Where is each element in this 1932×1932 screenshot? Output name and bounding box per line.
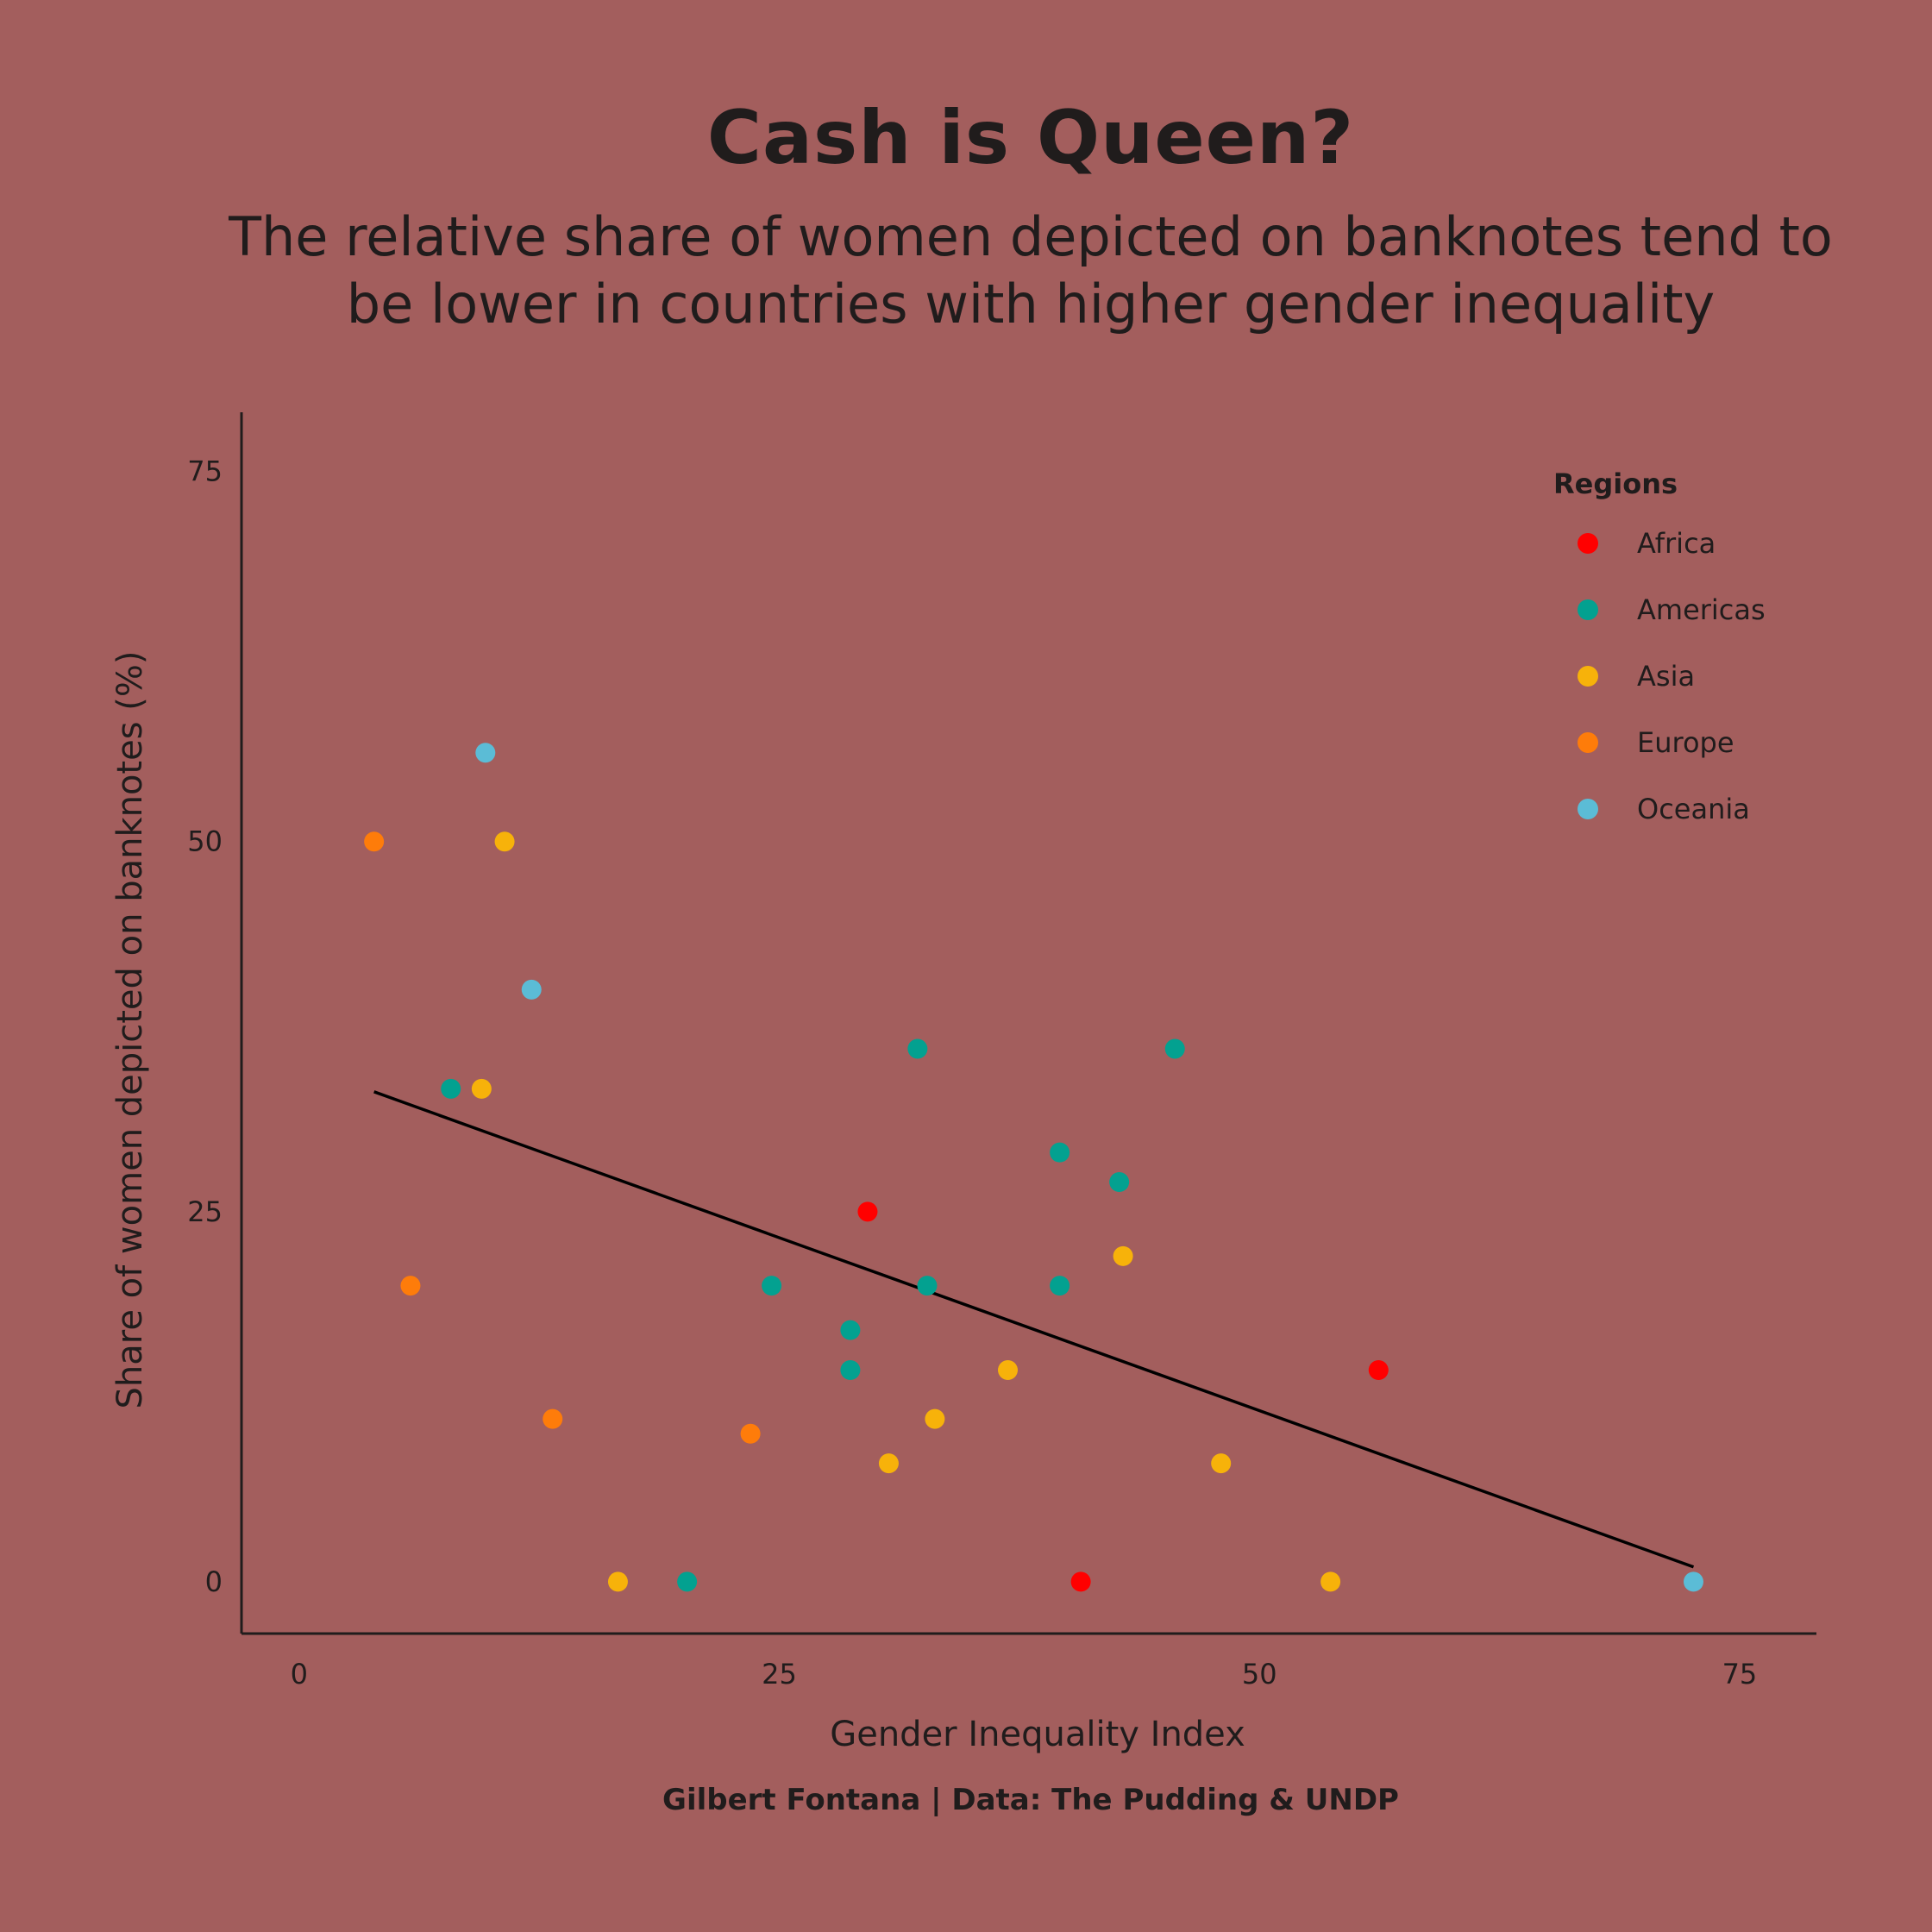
point-oceania: [521, 979, 542, 1000]
point-americas: [441, 1078, 461, 1099]
legend-label-oceania: Oceania: [1637, 793, 1750, 825]
point-asia: [1113, 1245, 1133, 1266]
trend-line-group: [373, 1090, 1695, 1569]
point-americas: [840, 1320, 861, 1340]
point-americas: [1050, 1276, 1070, 1296]
legend-marker-oceania: [1578, 799, 1598, 819]
legend-label-asia: Asia: [1637, 660, 1695, 693]
legend-marker-africa: [1578, 533, 1598, 554]
x-tick-label: 50: [1242, 1658, 1277, 1690]
point-europe: [400, 1276, 421, 1296]
point-africa: [857, 1201, 878, 1222]
x-tick-label: 0: [291, 1658, 308, 1690]
legend-marker-asia: [1578, 666, 1598, 687]
y-tick-label: 75: [187, 455, 223, 488]
point-oceania: [475, 743, 496, 763]
chart-subtitle: The relative share of women depicted on …: [229, 205, 1833, 336]
point-americas: [762, 1276, 782, 1296]
point-americas: [840, 1359, 861, 1380]
point-africa: [1070, 1571, 1091, 1592]
point-asia: [1320, 1571, 1341, 1592]
point-europe: [740, 1423, 761, 1444]
point-europe: [364, 831, 385, 852]
point-europe: [543, 1408, 563, 1429]
legend-title: Regions: [1553, 467, 1678, 500]
y-tick-label: 0: [205, 1565, 223, 1598]
x-tick-label: 25: [762, 1658, 797, 1690]
point-asia: [878, 1453, 899, 1474]
point-americas: [1109, 1172, 1130, 1193]
point-asia: [1211, 1453, 1232, 1474]
point-oceania: [1683, 1571, 1703, 1592]
chart-title: Cash is Queen?: [706, 95, 1355, 181]
point-asia: [607, 1571, 628, 1592]
y-axis-title: Share of women depicted on banknotes (%): [110, 651, 150, 1409]
legend-label-europe: Europe: [1637, 726, 1734, 759]
point-asia: [494, 831, 515, 852]
point-africa: [1368, 1359, 1389, 1380]
y-tick-label: 25: [187, 1195, 223, 1228]
point-asia: [998, 1359, 1019, 1380]
point-americas: [1050, 1142, 1070, 1163]
point-americas: [907, 1038, 928, 1059]
point-americas: [677, 1571, 698, 1592]
y-tick-label: 50: [187, 825, 223, 858]
data-points: [364, 743, 1703, 1592]
source-caption: Gilbert Fontana | Data: The Pudding & UN…: [662, 1783, 1399, 1817]
legend-marker-europe: [1578, 732, 1598, 753]
legend-marker-americas: [1578, 599, 1598, 620]
legend-label-africa: Africa: [1637, 527, 1716, 560]
point-asia: [925, 1408, 945, 1429]
point-asia: [471, 1078, 492, 1099]
legend: Regions Africa Americas Asia Europe Oceania: [1553, 467, 1766, 825]
trend-line: [373, 1090, 1695, 1569]
x-axis-title: Gender Inequality Index: [830, 1715, 1245, 1754]
x-tick-label: 75: [1722, 1658, 1758, 1690]
point-americas: [1164, 1038, 1185, 1059]
point-americas: [917, 1276, 938, 1296]
legend-label-americas: Americas: [1637, 593, 1766, 626]
axes: 0 25 50 75 0 25 50 75 Gender Inequality Index Sha…: [110, 412, 1816, 1754]
